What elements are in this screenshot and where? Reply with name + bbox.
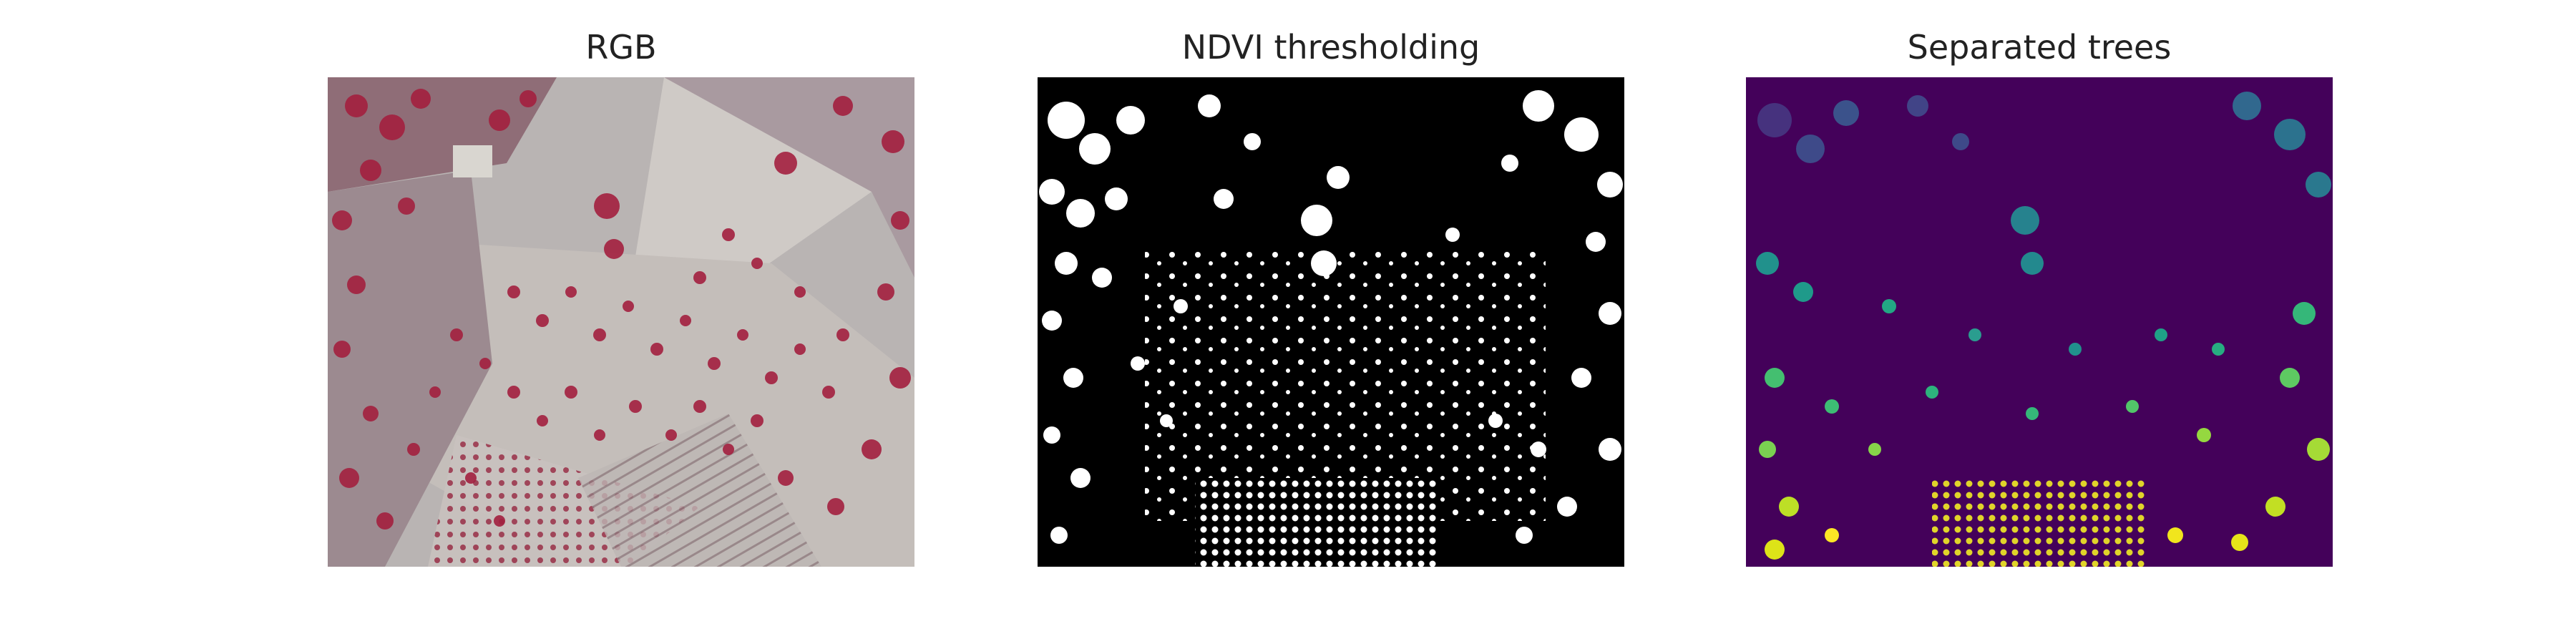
tree-labels-graphic (1746, 77, 2333, 567)
ndvi-panel-title: NDVI thresholding (1181, 28, 1480, 67)
rgb-image (328, 77, 914, 567)
separated-trees-image (1746, 77, 2333, 567)
rgb-aerial-graphic (328, 77, 914, 567)
ndvi-binary-graphic (1038, 77, 1624, 567)
rgb-panel-title: RGB (585, 28, 657, 67)
ndvi-threshold-image (1038, 77, 1624, 567)
separated-trees-panel-title: Separated trees (1907, 28, 2172, 67)
